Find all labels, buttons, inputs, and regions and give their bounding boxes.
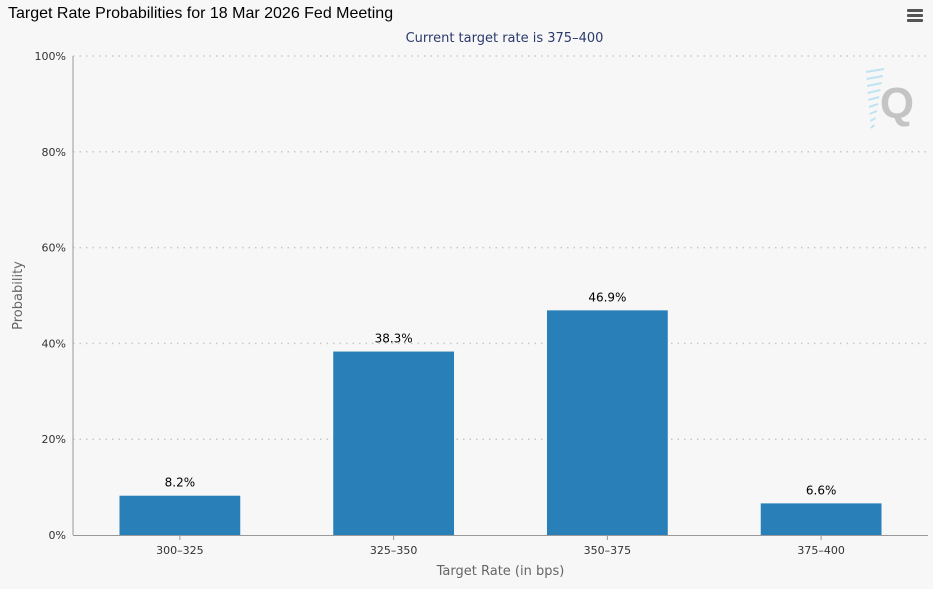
y-tick-label: 0% — [49, 529, 66, 542]
y-tick-label: 40% — [42, 337, 66, 350]
bar-data-label: 8.2% — [165, 476, 196, 490]
bar-data-label: 46.9% — [588, 290, 626, 304]
bar-data-label: 38.3% — [375, 332, 413, 346]
y-tick-label: 80% — [42, 146, 66, 159]
x-axis-title: Target Rate (in bps) — [436, 564, 565, 579]
y-tick-label: 60% — [42, 242, 66, 255]
bar — [333, 351, 455, 535]
x-tick-label: 350–375 — [584, 544, 632, 557]
bar-data-label: 6.6% — [806, 483, 837, 497]
y-tick-label: 100% — [35, 50, 66, 63]
y-tick-label: 20% — [42, 433, 66, 446]
bar — [546, 310, 668, 535]
svg-text:Q: Q — [880, 79, 914, 128]
x-tick-label: 325–350 — [370, 544, 418, 557]
quikstrike-logo-icon: Q — [865, 68, 914, 129]
x-tick-label: 300–325 — [156, 544, 204, 557]
chart-subtitle: Current target rate is 375–400 — [406, 31, 604, 46]
bar — [119, 495, 241, 535]
x-tick-label: 375–400 — [797, 544, 845, 557]
hamburger-menu-icon[interactable] — [907, 9, 923, 23]
chart-title: Target Rate Probabilities for 18 Mar 202… — [8, 5, 394, 22]
bar — [760, 503, 882, 535]
y-axis-title: Probability — [11, 261, 26, 330]
